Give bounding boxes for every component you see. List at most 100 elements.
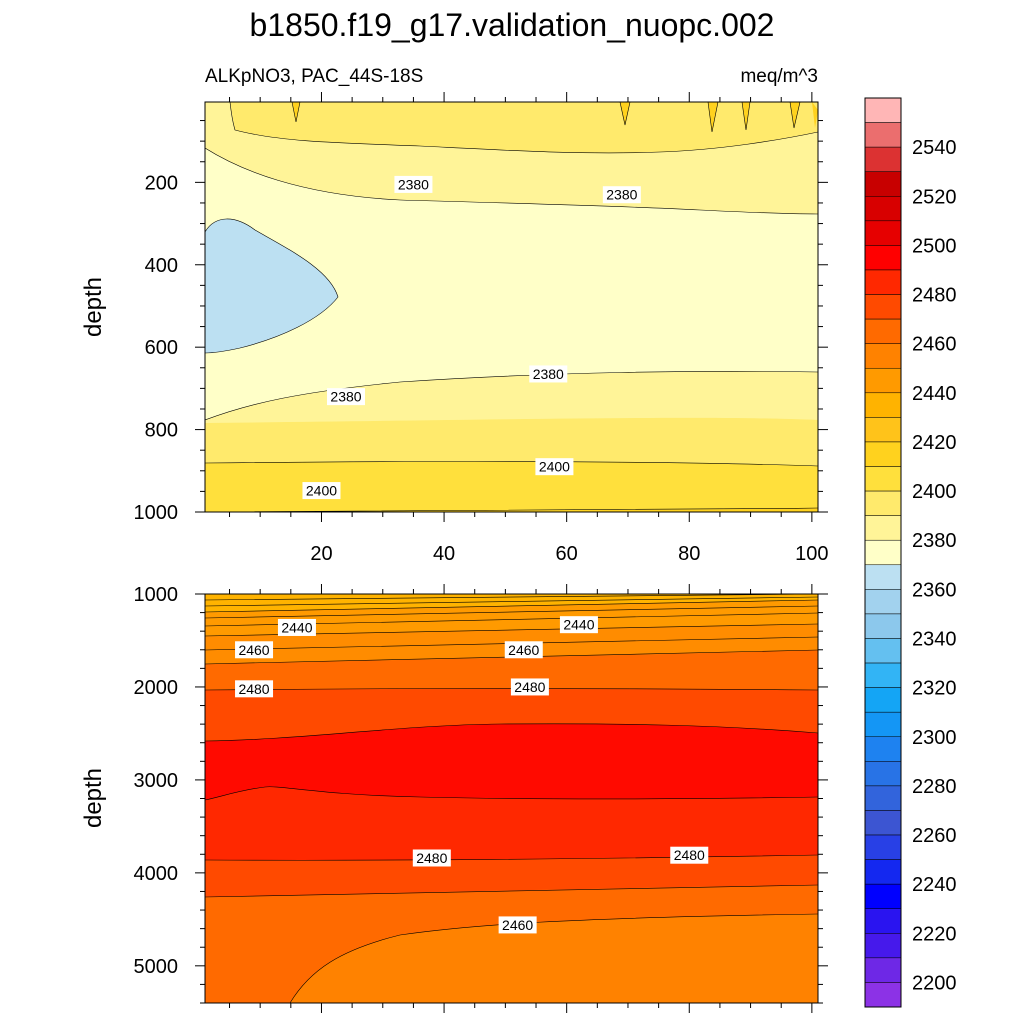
colorbar-swatch (864, 441, 902, 467)
colorbar-swatch (864, 859, 902, 885)
svg-text:2460: 2460 (238, 642, 269, 658)
lower-y-axis-label: depth (80, 768, 107, 828)
colorbar-swatch (864, 933, 902, 959)
colorbar-swatch (864, 515, 902, 541)
y-tick-label: 800 (145, 420, 178, 442)
colorbar-swatch (864, 146, 902, 172)
colorbar-swatch (864, 294, 902, 320)
colorbar-label: 2520 (912, 186, 957, 208)
colorbar-label: 2340 (912, 628, 957, 650)
contour-label: 2440 (277, 618, 316, 636)
x-tick-label: 40 (433, 543, 455, 565)
y-tick-label: 1000 (134, 584, 179, 606)
colorbar-label: 2300 (912, 727, 957, 749)
svg-text:2460: 2460 (502, 917, 533, 933)
colorbar-swatch (864, 736, 902, 762)
colorbar-swatch (864, 318, 902, 344)
colorbar-swatch (864, 711, 902, 738)
colorbar-swatch (864, 220, 902, 246)
contour-label: 2400 (302, 482, 341, 500)
x-tick-label: 20 (310, 543, 332, 565)
upper-fill-2370 (205, 148, 818, 420)
colorbar-swatch (864, 245, 902, 271)
colorbar-label: 2200 (912, 972, 957, 994)
colorbar-label: 2440 (912, 383, 957, 405)
colorbar-swatch (864, 834, 902, 860)
x-tick-label: 100 (795, 543, 828, 565)
svg-text:2400: 2400 (539, 459, 570, 475)
lower-contour-fills (205, 594, 818, 1003)
colorbar-swatch (864, 417, 902, 443)
svg-text:2400: 2400 (306, 483, 337, 499)
svg-text:2480: 2480 (674, 847, 705, 863)
colorbar: 2540 2520 2500 2480 2460 2440 2420 2400 2380 2360… (864, 97, 957, 1008)
upper-plot-frame (204, 101, 819, 513)
colorbar-label: 2280 (912, 776, 957, 798)
x-tick-label: 80 (678, 543, 700, 565)
colorbar-swatch (864, 957, 902, 983)
colorbar-label: 2420 (912, 432, 957, 454)
svg-text:2380: 2380 (398, 176, 429, 192)
colorbar-swatch (864, 564, 902, 590)
colorbar-swatch (864, 785, 902, 811)
contour-label: 2480 (412, 849, 451, 867)
colorbar-swatch (864, 122, 902, 148)
contour-label: 2460 (498, 916, 537, 934)
colorbar-label: 2220 (912, 923, 957, 945)
upper-fill-top-2390 (230, 102, 818, 153)
lower-contour-labels: 2440 2440 2460 2460 2480 2480 2480 2480 2460 (235, 616, 709, 934)
colorbar-swatch (864, 662, 902, 688)
colorbar-swatch (864, 466, 902, 492)
colorbar-swatch (864, 638, 902, 664)
contour-label: 2480 (510, 678, 549, 696)
y-tick-label: 5000 (134, 956, 179, 978)
colorbar-label: 2540 (912, 137, 957, 159)
colorbar-swatch (864, 97, 902, 123)
svg-text:2480: 2480 (238, 681, 269, 697)
svg-text:2440: 2440 (563, 617, 594, 633)
colorbar-swatch (864, 539, 902, 566)
colorbar-swatch (864, 171, 902, 197)
colorbar-label: 2360 (912, 579, 957, 601)
svg-text:2380: 2380 (606, 187, 637, 203)
colorbar-label: 2320 (912, 678, 957, 700)
svg-text:2440: 2440 (281, 619, 312, 635)
colorbar-swatch (864, 982, 902, 1008)
variable-subtitle: ALKpNO3, PAC_44S-18S (205, 66, 423, 87)
upper-fill-spot-a (292, 102, 818, 132)
colorbar-label: 2400 (912, 481, 957, 503)
contour-label: 2460 (504, 641, 543, 659)
colorbar-swatch (864, 269, 902, 295)
y-tick-label: 1000 (134, 502, 179, 524)
colorbar-swatch (864, 908, 902, 934)
colorbar-swatch (864, 883, 902, 909)
contour-label: 2480 (235, 680, 274, 698)
lower-panel: 1000 2000 3000 4000 5000 2440 2440 2460 2460 248… (80, 584, 828, 1013)
lower-axis-ticks: 1000 2000 3000 4000 5000 (134, 584, 828, 1013)
colorbar-swatch (864, 196, 902, 222)
colorbar-label: 2260 (912, 825, 957, 847)
y-tick-label: 400 (145, 255, 178, 277)
chart-title: b1850.f19_g17.validation_nuopc.002 (250, 7, 775, 43)
colorbar-label: 2480 (912, 285, 957, 307)
contour-label: 2460 (235, 641, 274, 659)
upper-contour-labels: 2380 2380 2380 2380 2400 2400 (302, 175, 641, 500)
colorbar-swatch (864, 392, 902, 418)
contour-label: 2400 (535, 458, 574, 476)
svg-text:2480: 2480 (416, 850, 447, 866)
contour-label: 2440 (559, 616, 598, 634)
upper-y-axis-label: depth (80, 277, 107, 337)
y-tick-label: 2000 (134, 677, 179, 699)
colorbar-swatch (864, 613, 902, 639)
contour-label: 2380 (326, 388, 365, 406)
contour-label: 2380 (529, 365, 568, 383)
colorbar-swatch (864, 687, 902, 713)
y-tick-label: 200 (145, 172, 178, 194)
lower-fill-2450-deep (290, 914, 818, 1003)
svg-text:2380: 2380 (533, 366, 564, 382)
colorbar-swatch (864, 810, 902, 836)
colorbar-label: 2460 (912, 334, 957, 356)
colorbar-label: 2380 (912, 530, 957, 552)
